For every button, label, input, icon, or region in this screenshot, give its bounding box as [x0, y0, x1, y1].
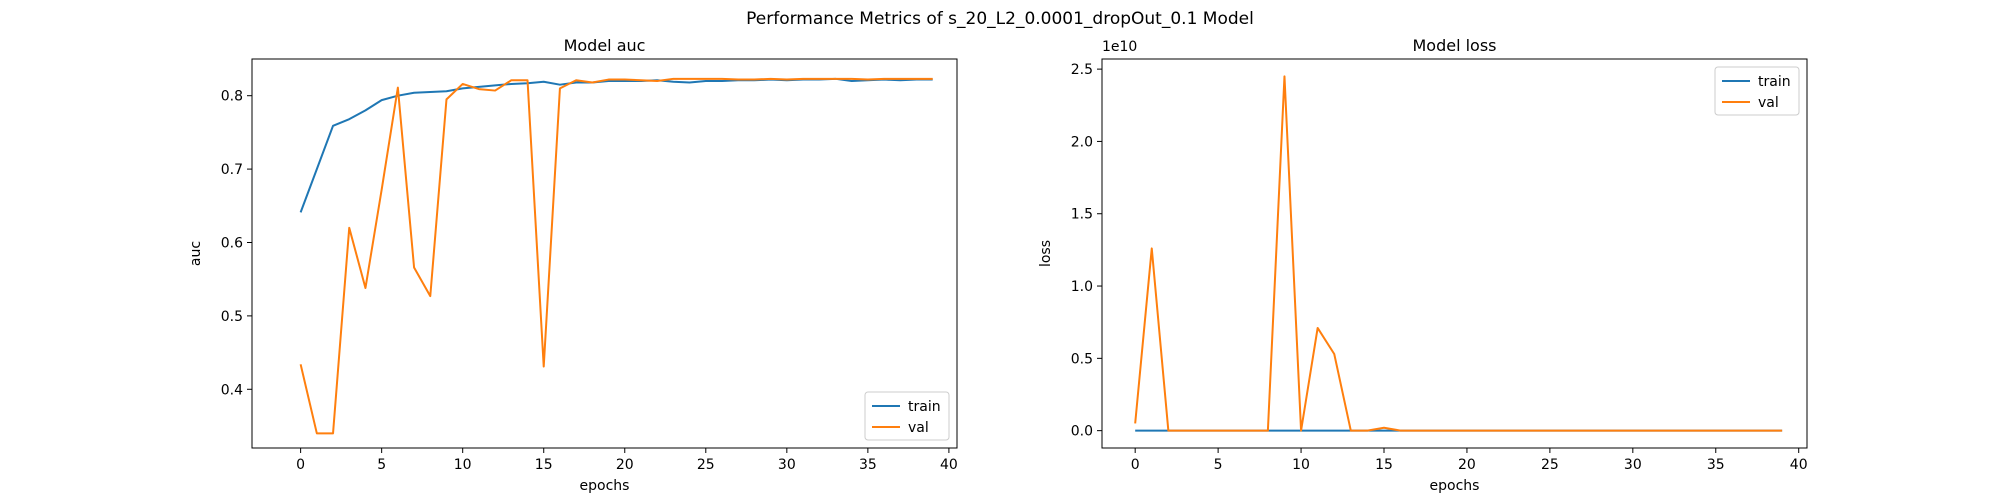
loss-xtick-label: 25 [1541, 457, 1559, 473]
auc-axes-frame [251, 58, 958, 449]
loss-xtick-label: 40 [1790, 457, 1808, 473]
auc-chart: Model auc 0 5 10 15 20 25 30 35 40 0.4 0.5 0.6 0.7 0.8… [188, 36, 958, 494]
auc-xtick-label: 0 [296, 457, 305, 473]
loss-offset-label: 1e10 [1102, 39, 1137, 55]
auc-xlabel: epochs [580, 478, 630, 494]
auc-legend-label-val: val [908, 420, 929, 436]
loss-xtick-label: 20 [1458, 457, 1476, 473]
auc-chart-title: Model auc [564, 36, 646, 55]
loss-axes-frame [1101, 58, 1808, 449]
loss-ylabel: loss [1038, 240, 1054, 267]
auc-legend-label-train: train [908, 399, 941, 415]
loss-xtick-label: 30 [1624, 457, 1642, 473]
auc-ytick-label: 0.7 [221, 162, 243, 178]
loss-ytick-label: 2.0 [1071, 134, 1093, 150]
loss-ytick-label: 0.5 [1071, 351, 1093, 367]
loss-chart-title: Model loss [1412, 36, 1496, 55]
auc-ytick-label: 0.4 [221, 382, 243, 398]
loss-ytick-label: 0.0 [1071, 424, 1093, 440]
auc-ytick-label: 0.5 [221, 309, 243, 325]
loss-xtick-label: 35 [1707, 457, 1725, 473]
loss-series-val-line [1134, 75, 1783, 432]
loss-xtick-label: 5 [1214, 457, 1223, 473]
auc-xtick-label: 10 [454, 457, 472, 473]
loss-legend: train val [1714, 66, 1800, 116]
auc-xtick-label: 20 [616, 457, 634, 473]
loss-xtick-label: 15 [1375, 457, 1393, 473]
loss-legend-label-val: val [1758, 95, 1779, 111]
auc-ytick-label: 0.8 [221, 89, 243, 105]
auc-series-val-line [299, 77, 933, 435]
auc-xtick-label: 40 [940, 457, 958, 473]
auc-xtick-label: 15 [535, 457, 553, 473]
loss-chart: Model loss 0 5 10 15 20 25 30 35 40 0.0 0.5 1.0 1.5 2.… [1038, 36, 1808, 494]
loss-xlabel: epochs [1430, 478, 1480, 494]
auc-xtick-label: 35 [859, 457, 877, 473]
loss-ytick-label: 2.5 [1071, 62, 1093, 78]
loss-xtick-label: 0 [1131, 457, 1140, 473]
auc-ylabel: auc [188, 241, 204, 266]
auc-xtick-label: 25 [697, 457, 715, 473]
auc-xtick-label: 30 [778, 457, 796, 473]
loss-ytick-label: 1.5 [1071, 207, 1093, 223]
loss-xtick-label: 10 [1292, 457, 1310, 473]
figure-suptitle: Performance Metrics of s_20_L2_0.0001_dr… [746, 9, 1254, 29]
loss-legend-label-train: train [1758, 74, 1791, 90]
loss-ytick-label: 1.0 [1071, 279, 1093, 295]
auc-xtick-label: 5 [377, 457, 386, 473]
auc-ytick-label: 0.6 [221, 235, 243, 251]
auc-legend: train val [864, 391, 950, 441]
